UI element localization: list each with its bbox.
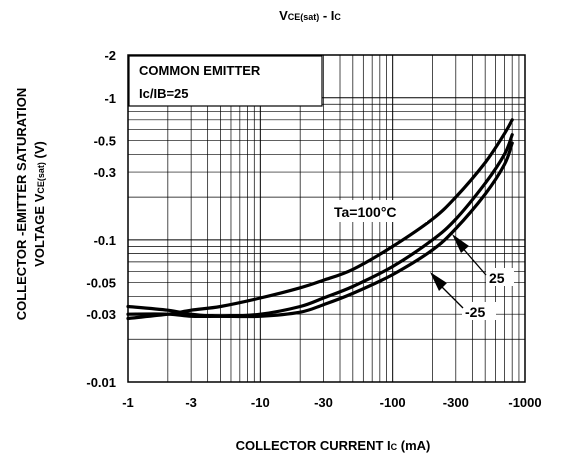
condition-line-1: COMMON EMITTER	[139, 63, 261, 78]
series-label-minus25: -25	[465, 304, 485, 320]
x-tick-label: -100	[380, 395, 406, 410]
series-lines	[126, 118, 514, 321]
series-label-ta100: Ta=100°C	[334, 204, 397, 220]
y-tick-label: -0.3	[94, 165, 116, 180]
x-axis-label: COLLECTOR CURRENT IC (mA)	[236, 438, 431, 453]
y-tick-label: -1	[104, 91, 116, 106]
x-tick-label: -1000	[508, 395, 541, 410]
y-tick-label: -0.5	[94, 134, 116, 149]
y-axis-label: COLLECTOR -EMITTER SATURATION VOLTAGE VC…	[14, 88, 47, 321]
series-line-0	[126, 118, 514, 321]
y-tick-label: -0.05	[86, 276, 116, 291]
arrowhead-25	[452, 234, 469, 253]
chart-title: VCE(sat) - IC	[279, 8, 341, 23]
series-line-2	[126, 141, 514, 319]
y-tick-label: -2	[104, 48, 116, 63]
condition-box	[128, 55, 323, 107]
y-axis-label-line2: VOLTAGE VCE(sat) (V)	[32, 141, 47, 267]
condition-line-2: Ic/IB=25	[139, 86, 189, 101]
x-tick-label: -30	[314, 395, 333, 410]
series-label-25: 25	[489, 270, 505, 286]
y-tick-label: -0.01	[86, 375, 116, 390]
series-line-1	[126, 133, 514, 318]
leader-minus25	[439, 284, 464, 309]
x-tick-label: -300	[443, 395, 469, 410]
y-axis-label-line1: COLLECTOR -EMITTER SATURATION	[14, 88, 29, 321]
arrowhead-minus25	[430, 272, 447, 291]
x-tick-label: -1	[122, 395, 134, 410]
tick-labels: -1 -3 -10 -30 -100 -300 -1000 -2 -1 -0.5 -0.3 -0.1 -…	[86, 48, 541, 410]
x-tick-label: -3	[185, 395, 197, 410]
plot-frame	[127, 54, 526, 383]
y-tick-label: -0.03	[86, 307, 116, 322]
y-tick-label: -0.1	[94, 233, 116, 248]
x-tick-label: -10	[251, 395, 270, 410]
